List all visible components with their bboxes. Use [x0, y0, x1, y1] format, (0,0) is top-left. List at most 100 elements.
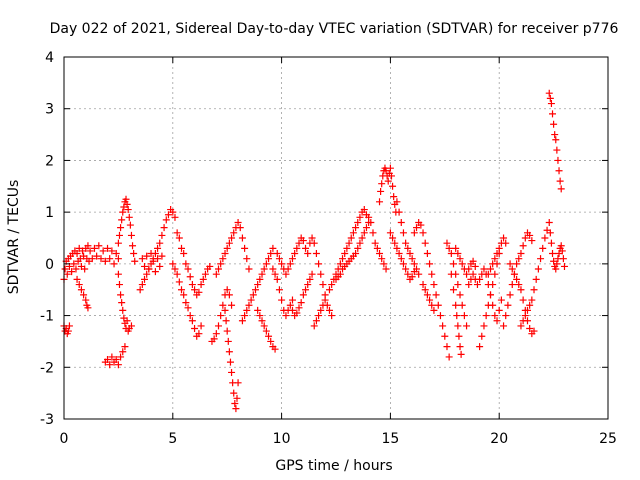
data-point — [223, 327, 231, 335]
data-point — [371, 239, 379, 247]
data-point — [339, 255, 347, 263]
data-point — [115, 281, 123, 289]
data-point — [299, 291, 307, 299]
x-tick-label: 25 — [599, 431, 617, 447]
data-point — [275, 286, 283, 294]
data-point — [158, 231, 166, 239]
data-point — [206, 262, 214, 270]
data-point — [77, 286, 85, 294]
y-tick-label: -3 — [40, 412, 54, 428]
data-point — [93, 252, 101, 260]
data-point — [510, 270, 518, 278]
data-point — [141, 262, 149, 270]
data-point — [184, 265, 192, 273]
data-point — [345, 239, 353, 247]
data-point — [497, 296, 505, 304]
data-point — [247, 296, 255, 304]
data-point — [360, 229, 368, 237]
data-point — [278, 296, 286, 304]
data-point — [178, 286, 186, 294]
gridlines — [64, 57, 608, 419]
data-point — [131, 257, 139, 265]
data-point — [495, 306, 503, 314]
data-point — [302, 244, 310, 252]
data-point — [282, 312, 290, 320]
data-point — [549, 110, 557, 118]
y-tick-label: 2 — [45, 153, 54, 169]
data-point — [378, 255, 386, 263]
data-point — [541, 234, 549, 242]
data-point — [228, 234, 236, 242]
data-point — [178, 244, 186, 252]
data-point — [241, 312, 249, 320]
data-point — [265, 332, 273, 340]
data-point — [101, 257, 109, 265]
data-point — [156, 262, 164, 270]
data-point — [552, 265, 560, 273]
data-point — [160, 224, 168, 232]
data-point — [129, 242, 137, 250]
data-point — [275, 255, 283, 263]
y-tick-label: 1 — [45, 205, 54, 221]
data-point — [486, 291, 494, 299]
data-point — [456, 343, 464, 351]
data-point — [195, 330, 203, 338]
data-point — [233, 394, 241, 402]
data-point — [221, 250, 229, 258]
y-axis-label: SDTVAR / TECUs — [6, 180, 22, 295]
data-point — [354, 218, 362, 226]
data-point — [406, 250, 414, 258]
data-point — [393, 198, 401, 206]
data-point — [258, 270, 266, 278]
data-point — [306, 275, 314, 283]
data-point — [502, 312, 510, 320]
data-point — [517, 286, 525, 294]
data-point — [117, 224, 125, 232]
data-point — [517, 322, 525, 330]
data-point — [118, 216, 126, 224]
data-point — [308, 234, 316, 242]
data-point — [495, 244, 503, 252]
data-point — [347, 234, 355, 242]
y-axis-ticks: -3 -2 -1 0 1 2 3 4 — [40, 50, 608, 428]
data-point — [169, 208, 177, 216]
data-point — [369, 229, 377, 237]
data-point — [387, 172, 395, 180]
data-point — [315, 260, 323, 268]
data-point — [399, 229, 407, 237]
data-point — [526, 231, 534, 239]
data-point — [447, 250, 455, 258]
data-point — [546, 229, 554, 237]
data-point — [258, 317, 266, 325]
data-point — [291, 250, 299, 258]
data-point — [269, 244, 277, 252]
data-point — [460, 312, 468, 320]
data-point — [441, 332, 449, 340]
data-point — [456, 291, 464, 299]
data-point — [506, 291, 514, 299]
data-point — [221, 306, 229, 314]
x-tick-label: 0 — [60, 431, 69, 447]
data-point — [502, 239, 510, 247]
data-point — [230, 229, 238, 237]
x-tick-label: 5 — [168, 431, 177, 447]
data-point — [384, 177, 392, 185]
data-point — [325, 306, 333, 314]
data-point — [225, 348, 233, 356]
y-tick-label: -1 — [40, 309, 54, 325]
data-point — [122, 195, 130, 203]
data-point — [117, 353, 125, 361]
data-point — [373, 244, 381, 252]
data-point — [515, 281, 523, 289]
data-point — [382, 265, 390, 273]
data-point — [463, 270, 471, 278]
data-point — [171, 213, 179, 221]
data-point — [199, 275, 207, 283]
data-point — [293, 309, 301, 317]
data-point — [112, 356, 120, 364]
data-point — [65, 322, 73, 330]
data-point — [180, 250, 188, 258]
data-point — [130, 250, 138, 258]
data-point — [75, 281, 83, 289]
data-point — [419, 229, 427, 237]
